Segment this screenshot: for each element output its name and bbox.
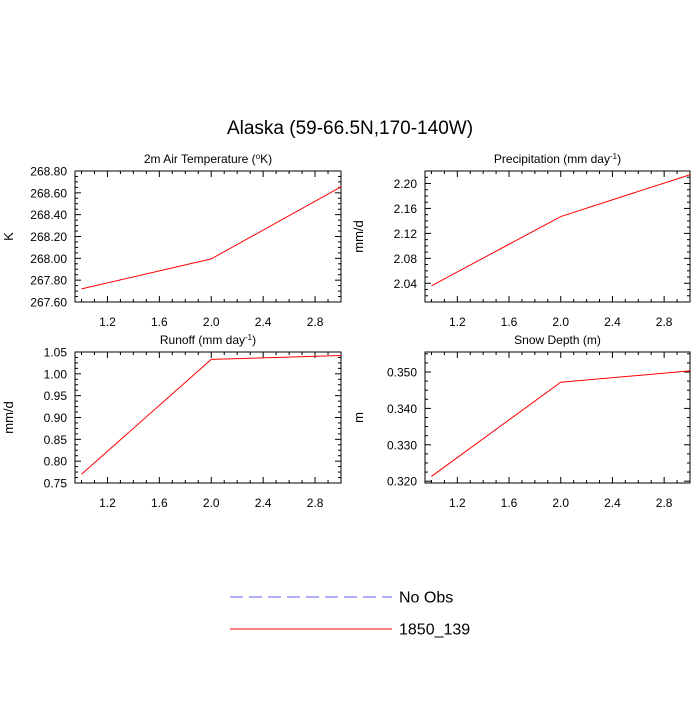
x-tick-label: 2.8	[656, 496, 673, 510]
x-tick-label: 1.6	[501, 315, 518, 329]
y-tick-label: 0.75	[44, 477, 68, 491]
y-tick-label: 0.90	[44, 411, 68, 425]
y-axis-label: m	[351, 412, 366, 423]
plot-frame	[424, 170, 691, 303]
series-line	[81, 186, 342, 290]
x-tick-label: 1.6	[501, 496, 518, 510]
x-tick-label: 1.6	[151, 315, 168, 329]
y-tick-label: 0.85	[44, 433, 68, 447]
panel-title-tail: )	[252, 333, 256, 347]
x-tick-label: 2.0	[552, 315, 569, 329]
y-tick-label: 0.350	[387, 366, 417, 380]
y-tick-label: 2.04	[394, 277, 418, 291]
panel-title-main: Snow Depth (m)	[514, 333, 601, 347]
y-tick-label: 1.00	[44, 367, 68, 381]
y-tick-label: 0.320	[387, 475, 417, 489]
x-tick-label: 2.8	[656, 315, 673, 329]
chart-legend: No Obs 1850_139	[230, 590, 470, 639]
x-tick-label: 1.2	[449, 315, 466, 329]
panel-title-superscript: -1	[245, 333, 253, 342]
y-tick-label: 0.95	[44, 389, 68, 403]
panel-title-tail: )	[617, 152, 621, 166]
y-tick-label: 0.80	[44, 455, 68, 469]
y-tick-label: 2.16	[394, 202, 418, 216]
plot-frame	[74, 170, 342, 303]
x-tick-label: 2.0	[203, 496, 220, 510]
y-axis-label: mm/d	[1, 401, 16, 434]
x-tick-label: 2.0	[552, 496, 569, 510]
panel-1: 2m Air Temperature (oK) K 1.2 1.6 2.0 2.4 2.8 2…	[1, 152, 342, 329]
x-tick-label: 2.0	[203, 315, 220, 329]
panel-title-main: Runoff (mm day	[160, 333, 245, 347]
y-tick-label: 0.330	[387, 438, 417, 452]
plot-frame	[424, 351, 691, 484]
panel-title: 2m Air Temperature (oK)	[144, 152, 272, 166]
y-axis-label: K	[1, 232, 16, 241]
y-tick-label: 268.20	[30, 230, 67, 244]
y-tick-label: 1.05	[44, 346, 68, 360]
x-tick-label: 1.2	[449, 496, 466, 510]
x-tick-label: 2.4	[255, 315, 272, 329]
y-tick-label: 267.60	[30, 296, 67, 310]
y-tick-label: 268.40	[30, 208, 67, 222]
panel-title: Snow Depth (m)	[514, 333, 601, 347]
y-tick-label: 2.12	[394, 227, 418, 241]
x-tick-label: 2.4	[255, 496, 272, 510]
series-line	[431, 174, 691, 287]
legend-label: 1850_139	[399, 622, 470, 639]
series-line	[81, 354, 342, 475]
y-tick-label: 268.60	[30, 186, 67, 200]
series-line	[431, 370, 691, 477]
panel-title-superscript: o	[256, 152, 261, 161]
x-tick-label: 1.2	[99, 315, 116, 329]
panel-4: Snow Depth (m) m 1.2 1.6 2.0 2.4 2.8 0.320 0.330…	[351, 333, 691, 510]
x-tick-label: 1.6	[151, 496, 168, 510]
y-tick-label: 2.08	[394, 252, 418, 266]
x-tick-label: 2.8	[307, 496, 324, 510]
panel-3: Runoff (mm day-1) mm/d 1.2 1.6 2.0 2.4 2.8 0.75…	[1, 333, 342, 510]
panel-title: Precipitation (mm day-1)	[494, 152, 621, 166]
panel-title-superscript: -1	[610, 152, 618, 161]
panel-title-tail: K)	[260, 152, 272, 166]
panel-title: Runoff (mm day-1)	[160, 333, 256, 347]
y-tick-label: 267.80	[30, 274, 67, 288]
legend-label: No Obs	[399, 590, 453, 607]
plot-frame	[74, 351, 342, 484]
y-axis-label: mm/d	[351, 220, 366, 253]
y-tick-label: 0.340	[387, 402, 417, 416]
y-tick-label: 268.80	[30, 165, 67, 179]
figure-title: Alaska (59-66.5N,170-140W)	[227, 118, 473, 139]
panel-title-main: Precipitation (mm day	[494, 152, 610, 166]
x-tick-label: 2.8	[307, 315, 324, 329]
y-tick-label: 268.00	[30, 252, 67, 266]
chart-panels: 2m Air Temperature (oK) K 1.2 1.6 2.0 2.4 2.8 2…	[1, 152, 691, 510]
x-tick-label: 1.2	[99, 496, 116, 510]
panel-title-main: 2m Air Temperature (	[144, 152, 256, 166]
x-tick-label: 2.4	[604, 496, 621, 510]
panel-2: Precipitation (mm day-1) mm/d 1.2 1.6 2.0 2.4…	[351, 152, 691, 329]
y-tick-label: 2.20	[394, 177, 418, 191]
x-tick-label: 2.4	[604, 315, 621, 329]
